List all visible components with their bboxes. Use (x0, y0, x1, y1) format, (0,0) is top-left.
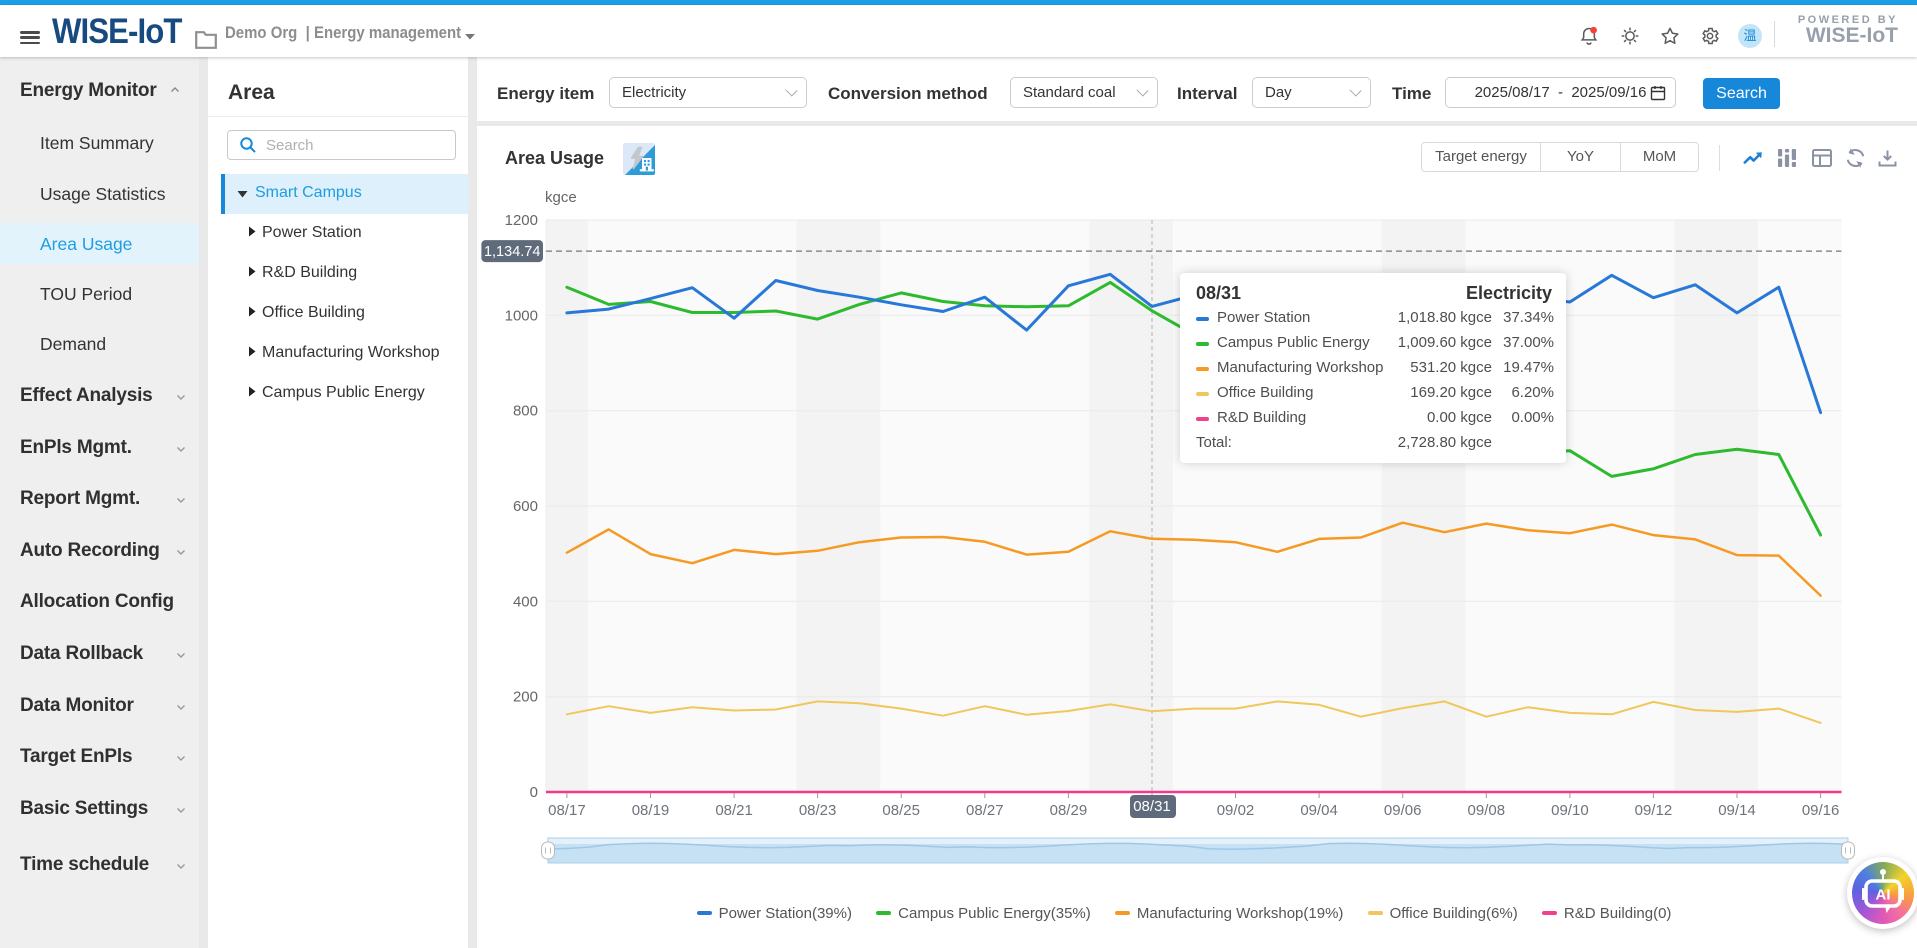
svg-text:09/14: 09/14 (1718, 802, 1756, 819)
svg-text:09/06: 09/06 (1384, 802, 1422, 819)
svg-text:AI: AI (1876, 887, 1891, 904)
svg-text:09/04: 09/04 (1300, 802, 1338, 819)
svg-text:400: 400 (513, 593, 538, 610)
svg-text:0: 0 (530, 784, 538, 801)
svg-text:08/23: 08/23 (799, 802, 837, 819)
svg-text:1,134.74: 1,134.74 (484, 244, 540, 260)
svg-text:600: 600 (513, 498, 538, 515)
svg-text:08/27: 08/27 (966, 802, 1004, 819)
svg-text:09/02: 09/02 (1217, 802, 1255, 819)
svg-text:200: 200 (513, 689, 538, 706)
svg-text:1200: 1200 (505, 212, 538, 229)
svg-text:08/19: 08/19 (632, 802, 670, 819)
svg-text:09/16: 09/16 (1802, 802, 1840, 819)
svg-text:08/31: 08/31 (1133, 798, 1171, 815)
svg-text:08/29: 08/29 (1050, 802, 1088, 819)
svg-text:1000: 1000 (505, 307, 538, 324)
svg-text:kgce: kgce (545, 189, 577, 206)
svg-text:08/25: 08/25 (882, 802, 920, 819)
svg-text:09/08: 09/08 (1468, 802, 1506, 819)
svg-text:800: 800 (513, 403, 538, 420)
svg-text:08/17: 08/17 (548, 802, 586, 819)
svg-text:09/10: 09/10 (1551, 802, 1589, 819)
svg-text:08/21: 08/21 (715, 802, 753, 819)
svg-text:09/12: 09/12 (1635, 802, 1673, 819)
